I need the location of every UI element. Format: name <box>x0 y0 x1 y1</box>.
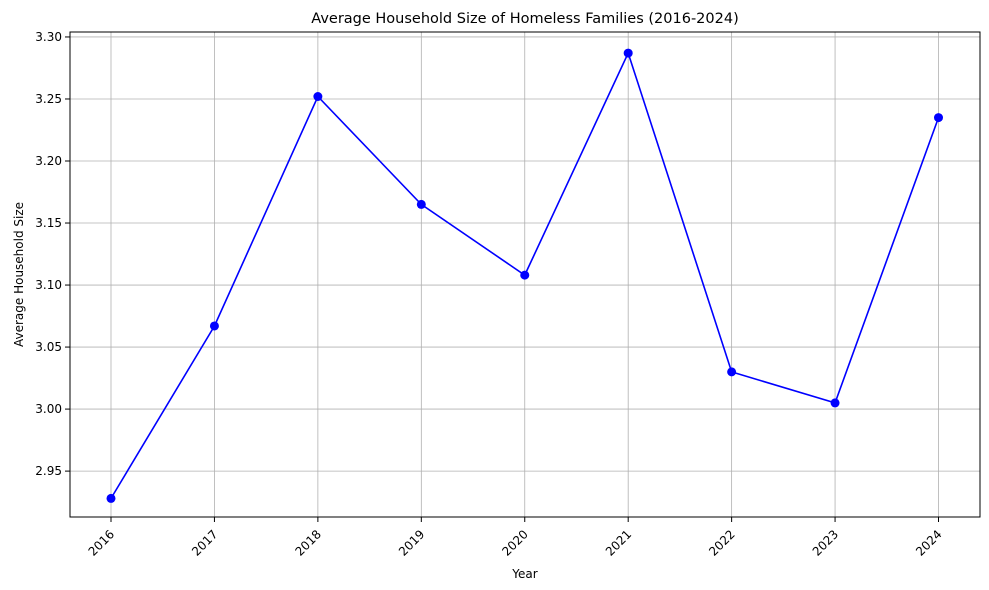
data-point <box>313 92 323 102</box>
y-tick-label: 3.20 <box>35 154 62 168</box>
axis-ticks: 2016 2017 2018 2019 2020 2021 2022 2023 2024 2.95… <box>35 30 944 559</box>
x-tick-label: 2016 <box>86 527 117 558</box>
y-tick-label: 3.00 <box>35 402 62 416</box>
x-tick-label: 2022 <box>706 527 737 558</box>
y-axis-label: Average Household Size <box>12 202 26 347</box>
data-points <box>106 48 943 503</box>
x-tick-label: 2017 <box>189 527 220 558</box>
x-tick-label: 2020 <box>499 527 530 558</box>
chart-title: Average Household Size of Homeless Famil… <box>311 11 738 27</box>
data-point <box>830 398 840 408</box>
data-point <box>209 321 219 331</box>
y-tick-label: 3.10 <box>35 278 62 292</box>
data-point <box>623 48 633 58</box>
y-tick-label: 3.15 <box>35 216 62 230</box>
x-tick-label: 2024 <box>913 527 944 558</box>
y-tick-label: 3.30 <box>35 30 62 44</box>
data-point <box>106 493 116 503</box>
x-tick-label: 2021 <box>603 527 634 558</box>
x-tick-label: 2019 <box>396 527 427 558</box>
x-axis-label: Year <box>511 567 537 581</box>
x-tick-label: 2018 <box>292 527 323 558</box>
y-tick-label: 3.05 <box>35 340 62 354</box>
x-tick-label: 2023 <box>810 527 841 558</box>
y-tick-label: 3.25 <box>35 92 62 106</box>
data-point <box>416 199 426 209</box>
y-tick-label: 2.95 <box>35 464 62 478</box>
grid-lines <box>70 32 980 517</box>
data-point <box>727 367 737 377</box>
data-point <box>934 113 943 123</box>
data-point <box>520 270 530 280</box>
